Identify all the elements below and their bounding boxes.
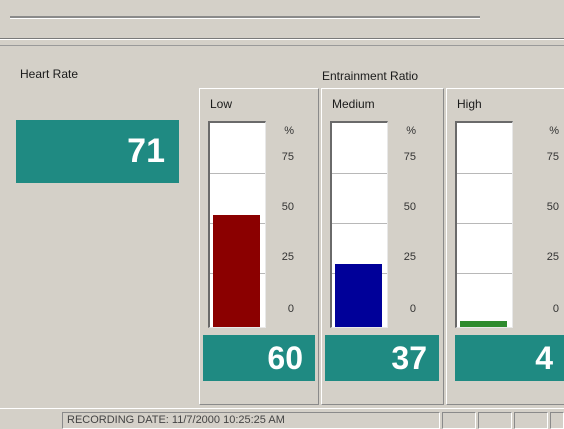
panel-label-low: Low [210,97,233,111]
status-pane [478,412,512,429]
tick-75: 75 [281,151,294,163]
top-toolbar [0,0,564,46]
gauge-fill-medium [335,264,382,327]
status-pane [514,412,548,429]
percent-unit: % [549,125,559,137]
tick-0: 0 [552,303,559,315]
tick-50: 50 [546,201,559,213]
gauge-gridline [332,223,387,224]
value-medium: 37 [325,335,439,381]
divider [0,39,564,40]
status-pane [550,412,564,429]
status-bar: RECORDING DATE: 11/7/2000 10:25:25 AM [0,408,564,429]
entrainment-ratio-title: Entrainment Ratio [322,69,419,83]
top-rule [10,16,480,19]
gauge-gridline [332,173,387,174]
panel-label-medium: Medium [332,97,375,111]
tick-50: 50 [403,201,416,213]
heart-rate-value: 71 [16,120,179,183]
gauge-high [455,121,513,328]
panel-label-high: High [457,97,482,111]
status-pane [442,412,476,429]
gauge-medium [330,121,388,328]
divider [0,45,564,46]
entrainment-panel-medium: Medium % 75 50 25 0 37 [321,88,444,405]
entrainment-panel-high: High % 75 50 25 0 4 [446,88,564,405]
tick-75: 75 [546,151,559,163]
tick-50: 50 [281,201,294,213]
gauge-gridline [457,223,512,224]
gauge-gridline [457,273,512,274]
tick-25: 25 [281,251,294,263]
recording-date: RECORDING DATE: 11/7/2000 10:25:25 AM [62,412,440,429]
heart-rate-label: Heart Rate [20,67,79,81]
gauge-fill-low [213,215,260,327]
tick-0: 0 [409,303,416,315]
gauge-gridline [210,173,265,174]
gauge-low [208,121,266,328]
value-high: 4 [455,335,564,381]
percent-unit: % [284,125,294,137]
tick-0: 0 [287,303,294,315]
entrainment-panel-low: Low % 75 50 25 0 60 [199,88,319,405]
value-low: 60 [203,335,315,381]
tick-25: 25 [403,251,416,263]
gauge-gridline [457,173,512,174]
divider [0,38,564,39]
gauge-fill-high [460,321,507,327]
tick-75: 75 [403,151,416,163]
percent-unit: % [406,125,416,137]
tick-25: 25 [546,251,559,263]
